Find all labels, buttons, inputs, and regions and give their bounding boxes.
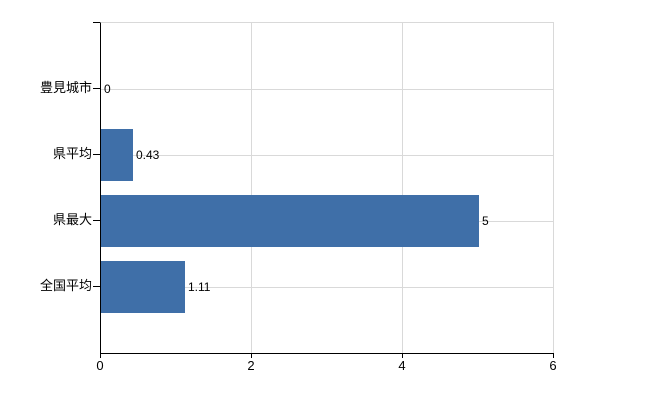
category-label: 豊見城市 [39,80,92,95]
value-label: 0.43 [136,148,160,162]
bar [101,129,133,181]
gridline-vertical [402,23,403,353]
y-tick [93,286,100,287]
category-label: 県平均 [52,146,92,161]
y-tick [93,22,100,23]
category-label: 全国平均 [39,278,92,293]
value-label: 1.11 [188,280,211,294]
plot-area: 0 0.43 5 1.11 [100,22,554,354]
x-tick [251,353,252,358]
bar [101,195,479,247]
bar [101,261,185,313]
gridline-horizontal [101,89,554,90]
x-tick-label: 0 [96,358,104,373]
gridline-horizontal [101,287,554,288]
x-tick-label: 4 [398,358,406,373]
y-tick [93,154,100,155]
value-label: 5 [482,214,489,228]
y-tick [93,88,100,89]
x-tick-label: 2 [247,358,255,373]
x-tick [553,353,554,358]
x-tick [100,353,101,358]
gridline-horizontal [101,155,554,156]
gridline-vertical [251,23,252,353]
x-tick [402,353,403,358]
value-label: 0 [104,82,111,96]
x-tick-label: 6 [549,358,557,373]
gridline-vertical [553,23,554,353]
category-label: 県最大 [52,212,92,227]
y-tick [93,220,100,221]
